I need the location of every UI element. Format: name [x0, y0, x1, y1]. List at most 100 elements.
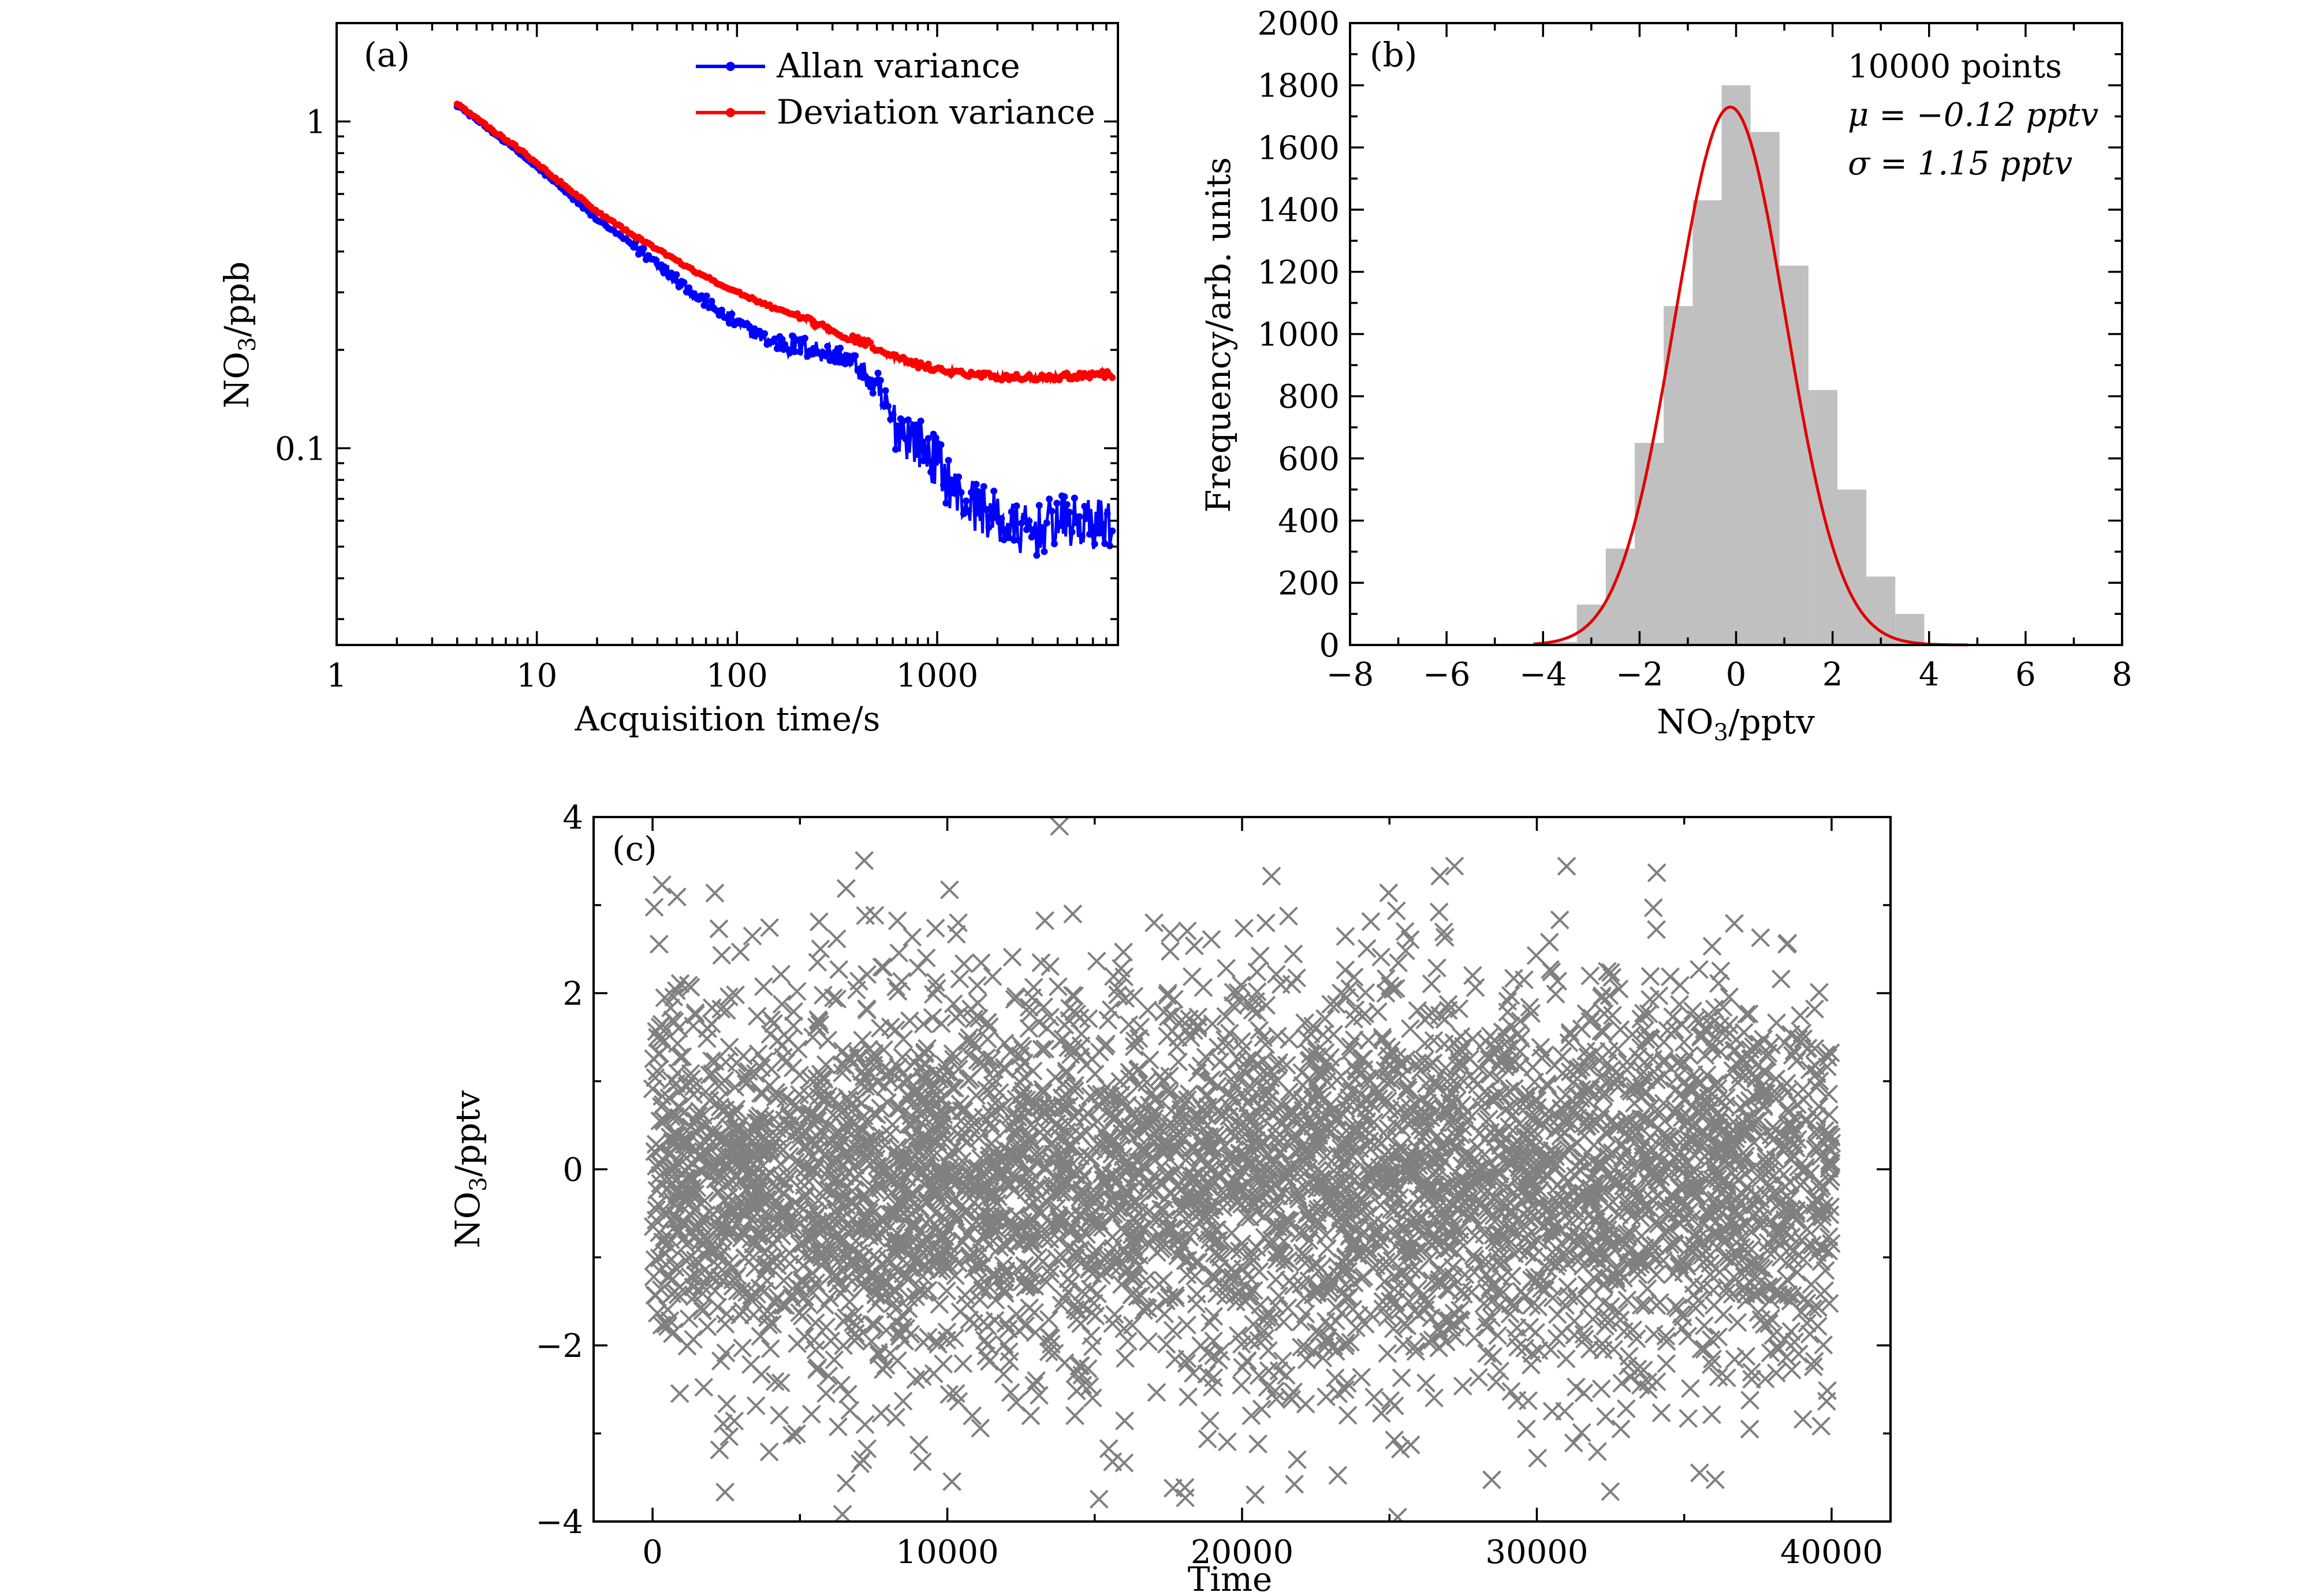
- b-xtick-label: 4: [1919, 656, 1940, 693]
- allan-point: [987, 505, 995, 512]
- allan-point: [1048, 508, 1056, 515]
- b-ytick-label: 0: [1319, 627, 1340, 665]
- allan-point: [708, 297, 715, 305]
- legend-deviation-label: Deviation variance: [777, 92, 1095, 132]
- allan-point: [867, 383, 874, 391]
- deviation-point: [809, 316, 816, 324]
- c-xtick-label: 40000: [1780, 1534, 1883, 1571]
- annotation-mu: μ = −0.12 pptv: [1848, 96, 2099, 134]
- a-ytick-label: 0.1: [275, 430, 326, 468]
- legend-allan-marker: [726, 62, 735, 71]
- allan-point: [1098, 520, 1106, 528]
- deviation-point: [867, 339, 874, 346]
- allan-point: [960, 510, 967, 517]
- histogram-bar: [1721, 85, 1751, 645]
- allan-point: [884, 402, 892, 410]
- allan-point: [864, 376, 871, 383]
- allan-point: [1003, 526, 1010, 533]
- allan-point: [902, 435, 909, 443]
- allan-point: [1086, 531, 1093, 538]
- allan-point: [703, 292, 710, 300]
- allan-point: [1076, 513, 1083, 520]
- deviation-point: [1109, 374, 1116, 381]
- allan-point: [1011, 536, 1018, 544]
- b-xtick-label: 6: [2015, 656, 2036, 693]
- allan-point: [1023, 526, 1030, 534]
- scatter-points: [643, 817, 1841, 1522]
- allan-point: [1056, 520, 1063, 527]
- allan-point: [904, 416, 912, 424]
- b-ytick-label: 600: [1278, 441, 1340, 478]
- allan-point: [917, 417, 924, 425]
- b-ytick-label: 1800: [1257, 68, 1340, 105]
- legend-deviation-marker: [726, 108, 735, 117]
- histogram-bar: [1750, 132, 1780, 646]
- allan-point: [892, 446, 899, 453]
- b-xtick-label: −6: [1423, 656, 1471, 693]
- allan-point: [882, 387, 889, 394]
- allan-point: [939, 482, 947, 489]
- allan-point: [1013, 502, 1020, 510]
- histogram-bar: [1837, 489, 1867, 645]
- b-ytick-label: 400: [1278, 503, 1340, 540]
- b-ytick-label: 1400: [1257, 192, 1340, 229]
- allan-point: [998, 515, 1005, 522]
- allan-point: [1071, 494, 1078, 502]
- allan-point: [1043, 519, 1050, 527]
- panel-b-label: (b): [1370, 35, 1417, 74]
- allan-point: [924, 435, 932, 442]
- a-ytick-label: 1: [305, 103, 326, 141]
- allan-point: [1096, 529, 1103, 537]
- allan-point: [728, 310, 736, 318]
- allan-point: [673, 271, 680, 278]
- b-xtick-label: 0: [1726, 656, 1747, 693]
- c-ytick-label: −2: [535, 1327, 583, 1365]
- allan-point: [1026, 517, 1033, 525]
- histogram-bar: [1779, 266, 1809, 645]
- allan-point: [821, 352, 829, 359]
- allan-point: [1038, 524, 1046, 531]
- allan-point: [675, 283, 683, 290]
- allan-point: [983, 506, 990, 513]
- allan-point: [1008, 508, 1015, 516]
- panel-a-xlabel: Acquisition time/s: [575, 699, 881, 739]
- allan-point: [927, 468, 935, 476]
- c-xtick-label: 20000: [1191, 1534, 1293, 1571]
- panel-a-label: (a): [364, 35, 410, 74]
- allan-point: [990, 487, 998, 495]
- c-ytick-label: 4: [562, 799, 583, 837]
- allan-point: [852, 352, 859, 359]
- histogram-bar: [1866, 576, 1896, 645]
- allan-point: [680, 279, 688, 286]
- allan-point: [970, 494, 978, 501]
- allan-point: [1028, 534, 1035, 541]
- allan-point: [653, 256, 660, 264]
- allan-point: [872, 377, 879, 385]
- allan-point: [1103, 510, 1111, 517]
- panel-a-allan-plot: 1 10 100 1000 0.1 1 (a) Allan variance Deviat…: [217, 22, 1119, 739]
- b-xtick-label: −2: [1616, 656, 1664, 693]
- allan-point: [832, 358, 839, 366]
- allan-point: [993, 512, 1000, 520]
- allan-point: [963, 497, 970, 505]
- allan-point: [801, 334, 808, 342]
- deviation-point: [1063, 370, 1071, 377]
- allan-point: [1068, 528, 1076, 536]
- allan-point: [630, 244, 637, 251]
- allan-point: [1061, 493, 1068, 501]
- allan-point: [1091, 540, 1098, 548]
- a-xtick-label: 100: [706, 657, 768, 695]
- allan-point: [1066, 509, 1073, 516]
- allan-point: [698, 292, 705, 300]
- deviation-point: [1098, 368, 1106, 375]
- allan-point: [796, 348, 804, 356]
- panel-c-timeseries: 0 10000 20000 30000 40000 −4 −2 0 2 4 (c) Time NO…: [448, 799, 1892, 1596]
- allan-point: [945, 457, 952, 464]
- allan-point: [1050, 540, 1058, 547]
- allan-point: [1063, 501, 1071, 508]
- allan-point: [952, 479, 960, 486]
- allan-point: [1018, 519, 1026, 527]
- allan-point: [1078, 532, 1086, 540]
- allan-point: [1015, 536, 1023, 544]
- allan-point: [839, 353, 847, 361]
